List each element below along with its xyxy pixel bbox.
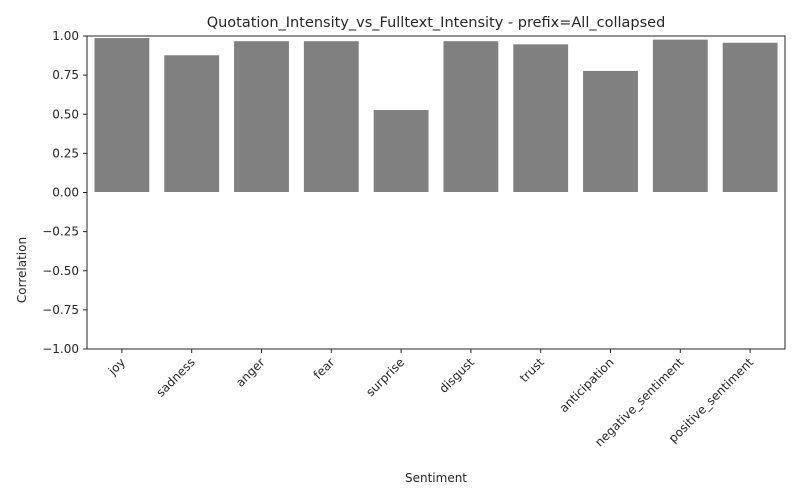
y-tick-label: 0.00 (52, 186, 79, 200)
bar-disgust (442, 40, 500, 193)
y-tick-label: 0.75 (52, 68, 79, 82)
x-axis-label: Sentiment (405, 471, 467, 485)
bar-trust (512, 43, 570, 194)
y-tick-label: −1.00 (42, 342, 79, 356)
bar-fear (302, 40, 360, 193)
y-tick-label: 0.25 (52, 146, 79, 160)
x-tick-label-disgust: disgust (436, 355, 477, 396)
x-tick-label-joy: joy (105, 355, 128, 378)
bar-negative_sentiment (651, 38, 709, 193)
chart-title: Quotation_Intensity_vs_Fulltext_Intensit… (207, 15, 666, 31)
x-tick-label-trust: trust (517, 355, 547, 385)
y-ticks-group: −1.00 −0.75 −0.50 −0.25 0.00 0.25 0.50 0.75 1.00 (42, 29, 87, 356)
x-tick-label-surprise: surprise (363, 355, 407, 399)
bar-positive_sentiment (721, 41, 779, 194)
bar-anger (233, 40, 290, 193)
y-axis-label: Correlation (15, 237, 29, 303)
x-ticks-group: joy sadness anger fear surprise disgust trust a… (105, 349, 756, 449)
x-tick-label-anger: anger (233, 355, 268, 390)
bar-sadness (163, 54, 221, 193)
bar-anticipation (582, 69, 639, 193)
bars-group (93, 37, 779, 194)
x-tick-label-sadness: sadness (153, 355, 197, 399)
x-tick-label-fear: fear (311, 355, 338, 382)
y-tick-label: −0.50 (42, 264, 79, 278)
bar-joy (93, 37, 151, 193)
y-tick-label: 1.00 (52, 29, 79, 43)
bar-surprise (372, 109, 430, 193)
x-tick-label-anticipation: anticipation (557, 355, 617, 415)
y-tick-label: −0.75 (42, 303, 79, 317)
y-tick-label: −0.25 (42, 225, 79, 239)
y-tick-label: 0.50 (52, 107, 79, 121)
